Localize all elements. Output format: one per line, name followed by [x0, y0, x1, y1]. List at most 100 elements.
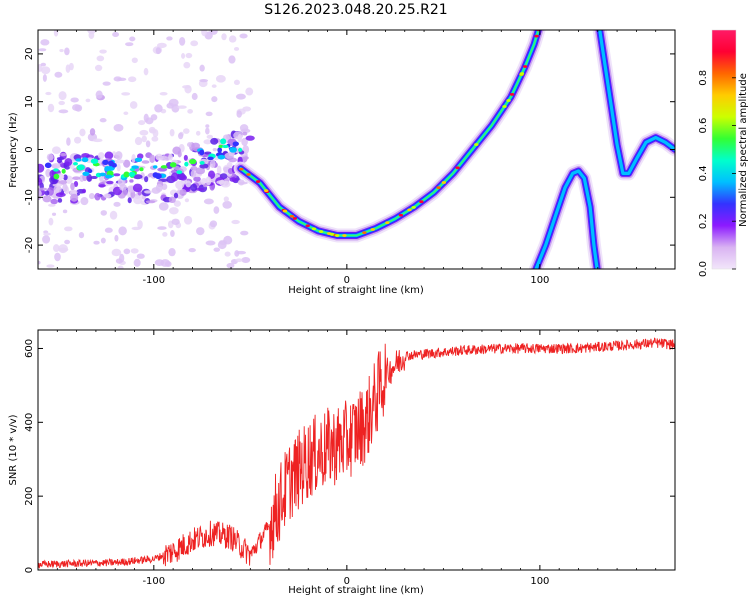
spectrogram-noise-blob [98, 184, 106, 188]
spectrogram-noise-blob [97, 152, 105, 159]
spectrogram-core-blob [188, 158, 197, 165]
spectrogram-noise-blob [38, 189, 42, 198]
spectrogram-noise-blob [38, 260, 41, 265]
spectrogram-noise-blob [203, 198, 214, 205]
snr-x-tick-label: 100 [530, 576, 549, 587]
spectrogram-noise-blob [48, 217, 54, 226]
spectrogram-noise-blob [236, 110, 242, 118]
snr-xlabel: Height of straight line (km) [288, 585, 424, 596]
ridge-hotspot [342, 234, 347, 237]
spectrogram-noise-blob [210, 137, 219, 145]
spectrogram-noise-blob [72, 104, 81, 111]
spectrogram-noise-blob [239, 33, 248, 39]
spectrogram-core-blob [139, 167, 144, 172]
spectrogram-y-tick-label: 0 [24, 146, 35, 152]
snr-y-tick-label: 600 [24, 339, 35, 358]
spectrogram-noise-blob [99, 118, 107, 123]
spectrogram-noise-blob [45, 168, 51, 178]
spectrogram-noise-blob [143, 67, 149, 76]
spectrogram-noise-blob [104, 151, 114, 160]
spectrogram-noise-blob [54, 71, 63, 78]
spectrogram-noise-blob [59, 48, 64, 53]
spectrogram-noise-blob [100, 210, 107, 216]
spectrogram-noise-blob [40, 66, 51, 75]
spectrogram-noise-blob [224, 152, 235, 160]
ridge-hotspot [263, 189, 269, 193]
spectrogram-noise-blob [54, 252, 61, 262]
spectrogram-core-blob [99, 172, 107, 177]
spectrogram-noise-blob [47, 103, 55, 113]
ridge-hotspot [398, 213, 404, 217]
spectrogram-core-blob [102, 159, 109, 165]
spectrogram-noise-blob [228, 55, 236, 64]
spectrogram-core-blob [131, 165, 139, 169]
spectrogram-noise-blob [58, 91, 67, 101]
spectrogram-noise-blob [58, 244, 68, 254]
ridge-hotspot [534, 34, 539, 38]
spectrogram-noise-blob [88, 193, 95, 200]
spectrogram-core-blob [155, 173, 162, 180]
ridge-hotspot [537, 24, 541, 27]
spectrogram-noise-blob [178, 132, 184, 140]
spectrogram-core-blob [207, 156, 214, 161]
spectrogram-noise-blob [211, 96, 218, 103]
spectrogram-core-blob [220, 138, 227, 145]
spectrogram-noise-blob [134, 136, 143, 146]
spectrogram-noise-blob [103, 193, 112, 198]
ridge-hotspot [305, 224, 310, 228]
spectrogram-noise-blob [168, 247, 176, 257]
spectrogram-noise-blob [209, 30, 218, 35]
spectrogram-noise-blob [68, 62, 74, 71]
spectrogram-noise-blob [196, 227, 205, 236]
spectrogram-noise-blob [115, 151, 123, 160]
spectrogram-noise-blob [86, 173, 92, 182]
spectrogram-noise-blob [125, 42, 134, 47]
spectrogram-noise-blob [144, 176, 149, 183]
spectrogram-noise-blob [240, 230, 249, 236]
spectrogram-noise-blob [90, 175, 98, 180]
spectrogram-noise-blob [141, 135, 147, 143]
snr-ylabel: SNR (10 * v/v) [8, 414, 19, 485]
spectrogram-noise-blob [94, 64, 103, 72]
spectrogram-noise-blob [183, 128, 190, 134]
spectrogram-noise-blob [42, 195, 52, 203]
spectrogram-noise-blob [63, 174, 68, 181]
spectrogram-noise-blob [190, 169, 197, 178]
spectrogram-noise-blob [231, 219, 240, 225]
spectrogram-noise-blob [149, 154, 156, 164]
spectrogram-noise-blob [240, 128, 251, 133]
spectrogram-noise-blob [171, 218, 180, 225]
spectrogram-noise-blob [224, 251, 231, 257]
spectrogram-core-blob [176, 170, 183, 175]
spectrogram-noise-blob [213, 206, 220, 214]
spectrogram-noise-blob [109, 210, 118, 220]
ridge-hotspot [385, 221, 390, 225]
ridge-hotspot [506, 99, 511, 102]
snr-ticks: -100 0 100 0 200 400 600 [24, 330, 676, 587]
spectrogram-noise-blob [168, 196, 176, 204]
spectrogram-noise-blob [188, 247, 196, 253]
spectrogram-noise-blob [138, 120, 146, 126]
spectrogram-noise-blob [129, 179, 134, 183]
spectrogram-noise-blob [113, 124, 124, 132]
ridge-hotspot [292, 217, 298, 220]
spectrogram-noise-blob [190, 166, 198, 172]
spectrogram-noise-blob [58, 180, 68, 185]
spectrogram-core-blob [160, 165, 168, 169]
spectrogram-noise-blob [62, 209, 68, 214]
spectrogram-noise-blob [46, 264, 55, 268]
spectrogram-noise-blob [127, 197, 132, 204]
spectrogram-noise-blob [191, 92, 198, 101]
ridge-hotspot [255, 180, 261, 183]
spectrogram-noise-blob [136, 253, 145, 259]
spectrogram-noise-blob [184, 85, 192, 94]
ridge-hotspot [335, 234, 340, 237]
spectrogram-noise-blob [58, 109, 69, 114]
spectrogram-noise-blob [64, 158, 73, 167]
spectrogram-noise-blob [170, 230, 175, 238]
spectrogram-x-tick-label: 0 [344, 275, 350, 286]
spectrogram-core-blob [134, 157, 143, 163]
spectrogram-noise-blob [242, 131, 248, 136]
spectrogram-noise-blob [229, 177, 238, 182]
ridge-hotspot [519, 72, 525, 75]
